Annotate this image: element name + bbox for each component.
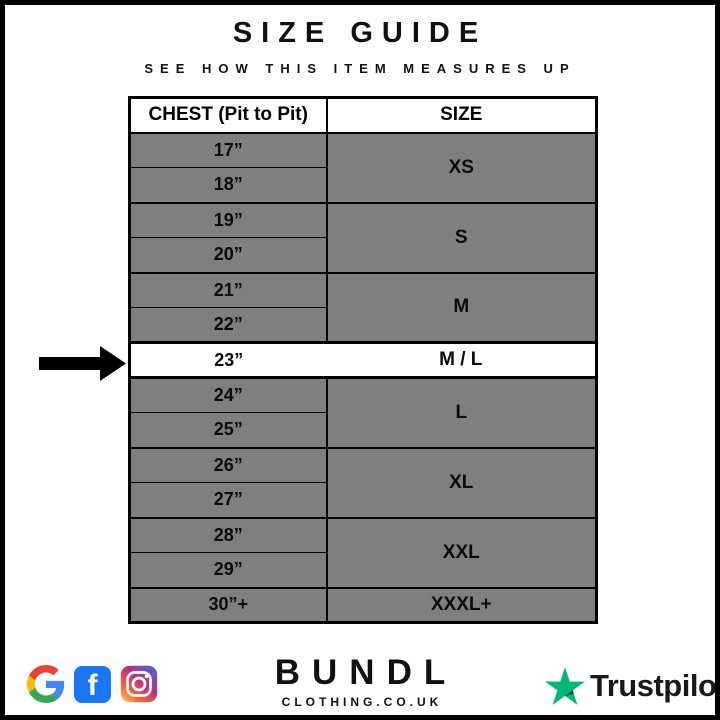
chest-cell: 23” (128, 341, 327, 379)
table-row: 30”+ XXXL+ (128, 586, 598, 624)
size-cell: M (325, 271, 598, 344)
trustpilot-star-icon (545, 667, 585, 705)
table-row: 28” XXL (128, 516, 598, 589)
chest-cell: 28” (128, 516, 328, 553)
chest-cell: 22” (128, 307, 328, 344)
table-header-row: CHEST (Pit to Pit) SIZE (128, 96, 598, 134)
table-row: 22” (128, 307, 597, 344)
chest-cell: 18” (128, 167, 328, 204)
size-cell: XXXL+ (325, 586, 598, 624)
instagram-icon (120, 665, 158, 703)
size-cell: XS (325, 131, 598, 204)
size-table-body: 17” XS 18” 19” S 20” 21” M 22” 23” M / L 24” L 25” 26”… (128, 131, 598, 624)
table-row: 25” (128, 412, 597, 449)
table-row: 27” (128, 482, 597, 519)
trustpilot-logo: Trustpilot (545, 667, 720, 705)
highlight-arrow-icon (39, 346, 126, 381)
chest-cell: 19” (128, 201, 328, 238)
google-icon (27, 665, 65, 703)
size-table: CHEST (Pit to Pit) SIZE 17” XS 18” 19” S 20” 2… (128, 96, 598, 624)
page-title: SIZE GUIDE (232, 17, 488, 49)
table-row: 19” S (128, 201, 598, 274)
brand-domain: CLOTHING.CO.UK (281, 695, 443, 709)
table-row: 20” (128, 237, 597, 274)
social-icons: f (27, 665, 158, 703)
chest-cell: 25” (128, 412, 328, 449)
facebook-letter: f (87, 668, 98, 702)
size-cell: XXL (325, 516, 598, 589)
facebook-icon: f (74, 665, 111, 703)
brand-logo: BUNDL CLOTHING.CO.UK (5, 653, 715, 709)
chest-cell: 24” (128, 376, 328, 413)
column-header-size: SIZE (325, 96, 598, 134)
brand-name: BUNDL (274, 653, 458, 692)
size-cell: XL (325, 446, 598, 519)
table-row: 26” XL (128, 446, 598, 519)
table-row: 21” M (128, 271, 598, 344)
table-row: 17” XS (128, 131, 598, 204)
chest-cell: 26” (128, 446, 328, 483)
chest-cell: 20” (128, 237, 328, 274)
chest-cell: 29” (128, 552, 328, 589)
table-row: 18” (128, 167, 597, 204)
table-row: 23” M / L (128, 341, 598, 379)
table-row: 24” L (128, 376, 598, 449)
table-row: 29” (128, 552, 597, 589)
chest-cell: 30”+ (128, 586, 328, 624)
column-header-chest: CHEST (Pit to Pit) (128, 96, 328, 134)
chest-cell: 21” (128, 271, 328, 308)
chest-cell: 17” (128, 131, 328, 168)
size-cell: L (325, 376, 598, 449)
size-cell: S (325, 201, 598, 274)
trustpilot-label: Trustpilot (590, 668, 720, 703)
size-cell: M / L (326, 341, 598, 379)
chest-cell: 27” (128, 482, 328, 519)
page-subtitle: SEE HOW THIS ITEM MEASURES UP (144, 61, 576, 76)
